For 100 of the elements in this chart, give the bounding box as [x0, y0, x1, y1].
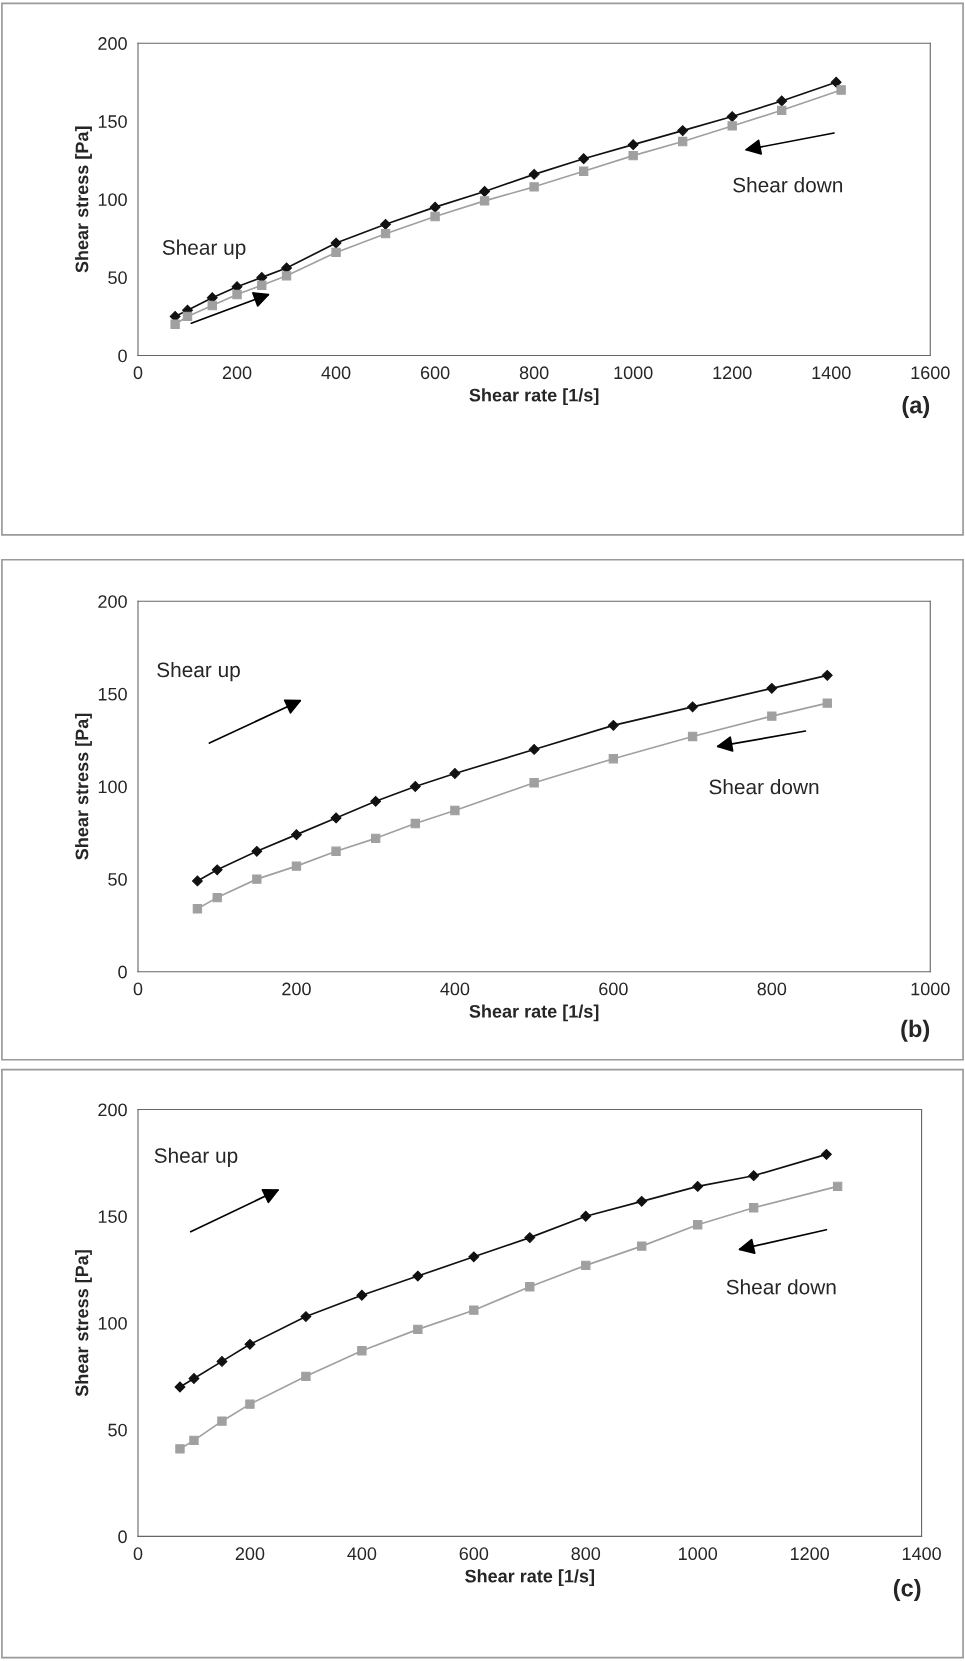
y-axis-title: Shear stress [Pa] — [75, 713, 92, 860]
point — [766, 682, 778, 694]
point — [182, 311, 193, 322]
point — [528, 744, 540, 755]
point — [257, 280, 267, 290]
x-tick-label: 1600 — [911, 366, 950, 380]
y-tick-label: 50 — [108, 271, 127, 285]
point — [281, 271, 292, 281]
point — [450, 805, 460, 816]
point — [748, 1203, 759, 1213]
x-tick-label: 1200 — [790, 1547, 830, 1561]
point — [767, 711, 777, 721]
x-tick-label: 1200 — [713, 366, 752, 380]
point — [677, 125, 689, 137]
point — [692, 1180, 704, 1192]
point — [429, 201, 441, 213]
point — [192, 904, 203, 914]
x-tick-label: 0 — [133, 1547, 143, 1561]
point — [469, 1305, 479, 1315]
point — [821, 1148, 832, 1160]
point — [175, 1444, 185, 1454]
point — [232, 289, 242, 300]
point — [188, 1373, 200, 1384]
annotation: Shear down — [709, 779, 819, 795]
x-tick-label: 800 — [571, 1547, 601, 1561]
y-tick-label: 0 — [118, 1530, 127, 1544]
text: (b) — [901, 1019, 930, 1042]
point — [291, 861, 302, 871]
point — [578, 166, 589, 176]
point — [822, 698, 832, 708]
x-tick-label: 800 — [519, 366, 549, 380]
point — [301, 1371, 311, 1382]
point — [727, 121, 737, 131]
y-tick-label: 100 — [98, 780, 127, 794]
x-tick-label: 200 — [282, 982, 311, 996]
y-tick-label: 50 — [108, 873, 127, 886]
x-tick-label: 400 — [347, 1547, 377, 1561]
x-tick-label: 400 — [440, 982, 470, 996]
y-tick-label: 150 — [98, 1210, 127, 1223]
point — [777, 105, 787, 116]
point — [627, 139, 639, 151]
point — [211, 864, 223, 876]
point — [170, 319, 180, 329]
point — [677, 136, 688, 147]
point — [578, 153, 590, 165]
y-tick-label: 0 — [118, 965, 127, 979]
point — [525, 1282, 535, 1292]
point — [252, 874, 262, 884]
y-tick-label: 50 — [108, 1423, 127, 1437]
y-tick-label: 100 — [98, 1316, 127, 1330]
point — [412, 1270, 424, 1282]
point — [370, 833, 381, 844]
x-axis-title: Shear rate [1/s] — [469, 1004, 599, 1022]
annotation: Shear down — [733, 177, 843, 193]
x-tick-label: 400 — [321, 366, 351, 380]
point — [430, 211, 440, 222]
y-tick-label: 200 — [98, 37, 127, 50]
point — [832, 1181, 843, 1192]
point — [581, 1260, 591, 1271]
annotation: Shear down — [726, 1279, 836, 1295]
y-tick-label: 200 — [98, 595, 127, 608]
x-tick-label: 0 — [133, 366, 143, 380]
y-axis-title: Shear stress [Pa] — [75, 126, 92, 273]
point — [726, 111, 738, 122]
point — [836, 85, 846, 95]
point — [251, 845, 263, 857]
point — [524, 1232, 536, 1244]
x-tick-label: 1000 — [678, 1547, 718, 1561]
point — [330, 237, 342, 249]
point — [821, 669, 833, 681]
x-axis-title: Shear rate [1/s] — [465, 1569, 595, 1587]
point — [529, 182, 539, 192]
point — [357, 1346, 367, 1356]
point — [748, 1170, 760, 1182]
x-tick-label: 1400 — [902, 1547, 941, 1561]
point — [479, 196, 490, 206]
x-tick-label: 200 — [235, 1547, 265, 1561]
point — [449, 768, 461, 779]
x-tick-label: 1000 — [614, 366, 653, 380]
point — [410, 818, 420, 829]
y-tick-label: 100 — [98, 193, 127, 207]
x-tick-label: 1400 — [812, 366, 851, 380]
point — [331, 846, 341, 856]
annotation: Shear up — [162, 239, 246, 259]
point — [693, 1220, 703, 1230]
point — [207, 300, 217, 311]
point — [217, 1416, 227, 1426]
x-tick-label: 800 — [757, 982, 787, 996]
x-tick-label: 0 — [133, 982, 143, 996]
point — [413, 1324, 423, 1335]
point — [479, 186, 491, 197]
point — [628, 150, 638, 161]
x-tick-label: 600 — [459, 1547, 489, 1561]
y-tick-label: 200 — [98, 1103, 127, 1117]
point — [637, 1241, 647, 1251]
annotation: Shear up — [154, 1147, 238, 1168]
point — [191, 875, 203, 887]
point — [245, 1399, 255, 1409]
point — [636, 1195, 648, 1207]
point — [370, 795, 382, 807]
